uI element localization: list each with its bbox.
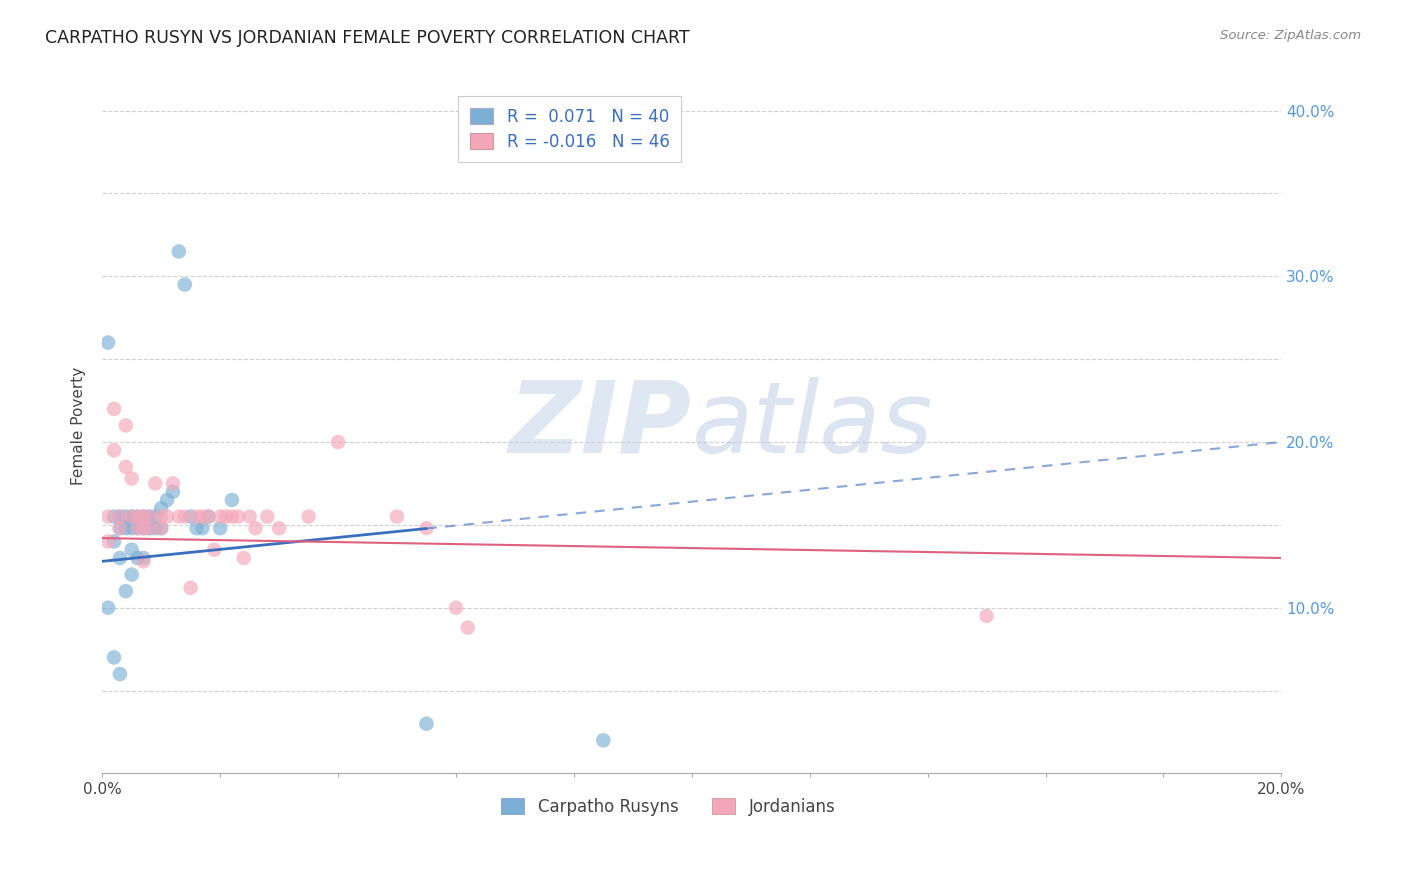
Point xyxy=(132,509,155,524)
Text: Source: ZipAtlas.com: Source: ZipAtlas.com xyxy=(1220,29,1361,42)
Point xyxy=(209,521,232,535)
Point xyxy=(143,521,166,535)
Point xyxy=(121,509,143,524)
Point xyxy=(127,509,149,524)
Legend: Carpatho Rusyns, Jordanians: Carpatho Rusyns, Jordanians xyxy=(494,789,844,824)
Point xyxy=(114,509,136,524)
Point xyxy=(143,476,166,491)
Point xyxy=(215,509,238,524)
Point xyxy=(156,509,179,524)
Point xyxy=(103,650,125,665)
Point xyxy=(976,609,998,624)
Point xyxy=(108,521,131,535)
Point xyxy=(108,667,131,681)
Point xyxy=(232,551,254,566)
Point xyxy=(150,501,173,516)
Point xyxy=(186,509,208,524)
Point xyxy=(651,112,673,126)
Text: atlas: atlas xyxy=(692,377,934,474)
Point xyxy=(415,521,437,535)
Point xyxy=(121,542,143,557)
Point xyxy=(108,509,131,524)
Point xyxy=(103,509,125,524)
Point xyxy=(97,509,120,524)
Point xyxy=(256,509,278,524)
Point xyxy=(209,509,232,524)
Point xyxy=(239,509,262,524)
Point xyxy=(108,551,131,566)
Point xyxy=(326,435,349,450)
Point xyxy=(138,521,160,535)
Point xyxy=(132,554,155,568)
Point xyxy=(173,277,195,292)
Point xyxy=(167,244,190,259)
Point xyxy=(221,493,243,508)
Point xyxy=(167,509,190,524)
Point xyxy=(245,521,267,535)
Text: CARPATHO RUSYN VS JORDANIAN FEMALE POVERTY CORRELATION CHART: CARPATHO RUSYN VS JORDANIAN FEMALE POVER… xyxy=(45,29,689,46)
Point xyxy=(156,493,179,508)
Point xyxy=(592,733,614,747)
Point xyxy=(97,335,120,350)
Point xyxy=(143,509,166,524)
Point xyxy=(108,521,131,535)
Point xyxy=(132,509,155,524)
Point xyxy=(127,509,149,524)
Point xyxy=(103,534,125,549)
Point xyxy=(150,509,173,524)
Point xyxy=(457,621,479,635)
Point xyxy=(267,521,290,535)
Point xyxy=(114,459,136,474)
Point xyxy=(191,509,214,524)
Point xyxy=(297,509,319,524)
Y-axis label: Female Poverty: Female Poverty xyxy=(72,367,86,484)
Point xyxy=(221,509,243,524)
Point xyxy=(121,471,143,485)
Point xyxy=(186,521,208,535)
Point xyxy=(97,600,120,615)
Point xyxy=(138,509,160,524)
Point xyxy=(191,521,214,535)
Point xyxy=(162,484,184,499)
Point xyxy=(97,534,120,549)
Point xyxy=(132,521,155,535)
Point xyxy=(114,521,136,535)
Point xyxy=(415,716,437,731)
Point xyxy=(138,521,160,535)
Point xyxy=(114,418,136,433)
Point xyxy=(150,521,173,535)
Point xyxy=(150,521,173,535)
Point xyxy=(127,521,149,535)
Text: ZIP: ZIP xyxy=(509,377,692,474)
Point xyxy=(108,509,131,524)
Point xyxy=(162,476,184,491)
Point xyxy=(103,401,125,416)
Point xyxy=(121,567,143,582)
Point xyxy=(202,542,225,557)
Point xyxy=(173,509,195,524)
Point xyxy=(197,509,219,524)
Point xyxy=(385,509,408,524)
Point xyxy=(197,509,219,524)
Point xyxy=(127,551,149,566)
Point xyxy=(180,509,202,524)
Point xyxy=(121,509,143,524)
Point xyxy=(103,443,125,458)
Point xyxy=(114,584,136,599)
Point xyxy=(132,521,155,535)
Point xyxy=(138,509,160,524)
Point xyxy=(121,521,143,535)
Point xyxy=(180,581,202,595)
Point xyxy=(226,509,249,524)
Point xyxy=(132,551,155,566)
Point xyxy=(444,600,467,615)
Point xyxy=(127,521,149,535)
